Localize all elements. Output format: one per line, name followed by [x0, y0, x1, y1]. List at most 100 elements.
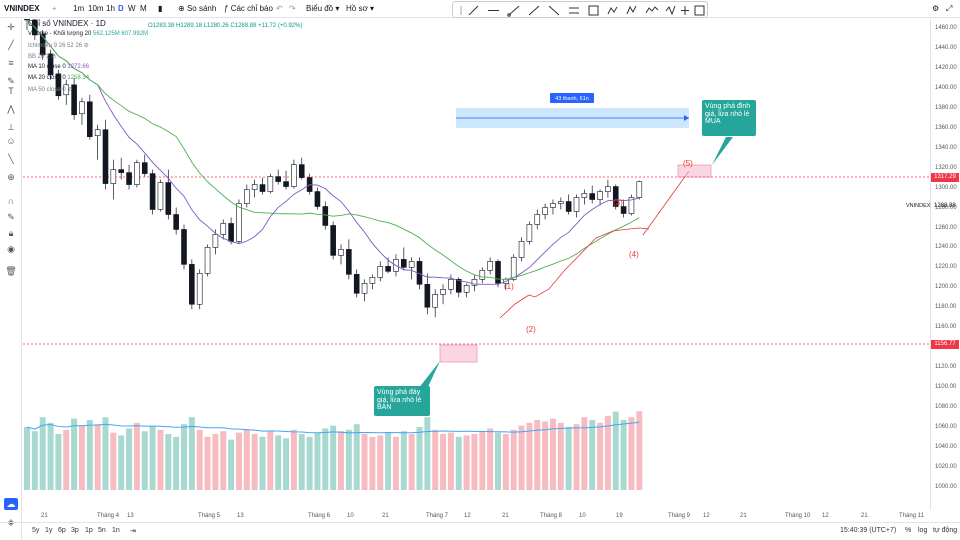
log-toggle[interactable]: log — [918, 527, 928, 534]
trash-icon[interactable]: 🗑︎ — [5, 266, 17, 276]
text-tool-icon[interactable]: T — [8, 86, 14, 96]
pattern-icon — [626, 5, 637, 15]
interval-d[interactable]: D — [118, 4, 124, 13]
legend-ma50[interactable]: MA 50 close 0 ⊘ — [28, 86, 72, 93]
legend-ichimoku[interactable]: Ichimoku 9 26 52 26 ⊘ — [28, 42, 89, 49]
y-tick-label: 1000.00 — [935, 483, 957, 490]
volume-bar — [361, 434, 368, 490]
candle — [134, 162, 140, 185]
volume-bar — [94, 424, 101, 490]
range-6p[interactable]: 6p — [58, 527, 66, 534]
lock-draw-icon[interactable]: ✎ — [7, 212, 15, 222]
settings-icon[interactable]: ⚙ — [932, 4, 940, 13]
percent-toggle[interactable]: % — [905, 527, 912, 534]
fib-tool-icon[interactable]: ≡ — [8, 58, 14, 68]
legend-ma10[interactable]: MA 10 close 0 1272.66 — [28, 64, 89, 70]
ruler-icon[interactable]: ╲ — [8, 154, 14, 164]
brush-tool-icon[interactable]: ✎ — [7, 76, 15, 86]
candle — [597, 191, 603, 200]
trendline-icon — [468, 5, 479, 16]
symbol-search[interactable]: VNINDEX — [4, 4, 40, 13]
volume-bar — [557, 422, 564, 490]
undo-icon[interactable]: ↶ — [276, 4, 283, 13]
emoji-icon[interactable]: ☺ — [6, 136, 16, 146]
x-tick-label: 13 — [237, 513, 244, 519]
price-chart[interactable]: 43 thanh, 61n — [23, 19, 930, 510]
x-tick-label: 21 — [41, 513, 48, 519]
indicators-button[interactable]: ƒ Các chỉ báo — [224, 2, 273, 16]
crosshair-icon[interactable]: ✛ — [7, 22, 15, 32]
candle — [236, 203, 242, 242]
legend-volume-label: Volume - Khối lượng 20 — [28, 31, 92, 37]
chevron-down-icon: ▾ — [335, 4, 340, 13]
range-5n[interactable]: 5n — [98, 527, 106, 534]
chart-type-button[interactable]: Biểu đồ ▾ — [306, 2, 339, 16]
candle-type-icon[interactable]: ▮ — [158, 4, 163, 13]
candle — [620, 206, 627, 214]
range-1y[interactable]: 1y — [45, 527, 53, 534]
candle — [565, 201, 572, 212]
measure-label-bg — [550, 93, 594, 103]
pattern-tool-icon[interactable]: ⋀ — [7, 104, 15, 114]
trendline-tool-icon[interactable]: ╱ — [8, 40, 14, 50]
interval-1m[interactable]: 1m — [73, 4, 85, 13]
legend-bb[interactable]: BB 20 2 ⊘ — [28, 53, 56, 60]
eye-off-icon[interactable]: ⊘ — [51, 54, 57, 60]
candle — [298, 164, 305, 178]
volume-bar — [71, 418, 78, 490]
compare-label: So sánh — [186, 4, 217, 13]
legend-ma20[interactable]: MA 20 close 0 1258.34 — [28, 75, 89, 81]
x-tick-label: 12 — [464, 513, 471, 519]
volume-bar — [487, 428, 494, 490]
auto-toggle[interactable]: tự động — [933, 527, 958, 534]
magnet-icon[interactable]: ∩ — [7, 196, 15, 206]
legend-volume[interactable]: Volume - Khối lượng 20 562.125M 607.992M — [28, 31, 148, 37]
measure-arrowhead — [684, 115, 689, 121]
y-tick-label: 1180.00 — [935, 304, 957, 311]
candle — [628, 197, 635, 214]
price-axis[interactable]: 1460.00 1440.00 1420.00 1400.00 1380.00 1360.… — [930, 19, 960, 510]
range-3p[interactable]: 3p — [71, 527, 79, 534]
zoom-in-icon[interactable]: ⊕ — [7, 172, 15, 182]
candle — [291, 164, 297, 187]
eye-off-icon[interactable]: ⊘ — [67, 87, 73, 93]
add-symbol-icon[interactable]: + — [52, 4, 57, 13]
goto-date-icon[interactable]: ⇥ — [130, 528, 136, 535]
x-tick-label: Tháng 5 — [198, 513, 221, 519]
candle — [228, 223, 234, 242]
volume-bar — [165, 434, 172, 490]
redo-icon[interactable]: ↷ — [289, 4, 296, 13]
visibility-icon[interactable]: ◉ — [7, 244, 15, 254]
y-tick-label: 1160.00 — [935, 324, 957, 331]
interval-m[interactable]: M — [140, 4, 147, 13]
range-1p[interactable]: 1p — [85, 527, 93, 534]
profile-button[interactable]: Hồ sơ ▾ — [346, 2, 374, 16]
interval-10m[interactable]: 10m — [88, 4, 104, 13]
wave-label-2: (2) — [526, 325, 536, 334]
legend-volume-val: 562.125M 607.992M — [93, 31, 149, 37]
range-5y[interactable]: 5y — [32, 527, 40, 534]
range-1n[interactable]: 1n — [112, 527, 120, 534]
legend-ma20-val: 1258.34 — [67, 75, 90, 81]
candle — [526, 224, 533, 242]
volume-bar — [330, 425, 337, 490]
volume-bar — [471, 434, 478, 490]
compare-icon: ⊕ — [178, 4, 185, 13]
interval-1h[interactable]: 1h — [106, 4, 115, 13]
cloud-icon[interactable]: ☁ — [4, 498, 18, 510]
interval-w[interactable]: W — [128, 4, 136, 13]
callout-top-pointer — [712, 137, 733, 165]
volume-bar — [39, 417, 46, 490]
lock-icon[interactable]: 🔒︎ — [8, 228, 14, 238]
volume-bar — [416, 427, 423, 490]
legend-ma20-label: MA 20 close 0 — [28, 75, 66, 81]
y-tick-label: 1420.00 — [935, 64, 957, 71]
volume-bar — [63, 429, 70, 490]
eye-off-icon[interactable]: ⊘ — [83, 43, 89, 49]
compare-button[interactable]: ⊕ So sánh — [178, 2, 216, 16]
volume-bar — [479, 431, 486, 490]
volume-bars — [24, 411, 643, 490]
price-tag-symbol: VNINDEX — [906, 203, 931, 209]
fullscreen-icon[interactable]: ⤢ — [946, 4, 953, 13]
forecast-tool-icon[interactable]: ⊥ — [7, 122, 15, 132]
